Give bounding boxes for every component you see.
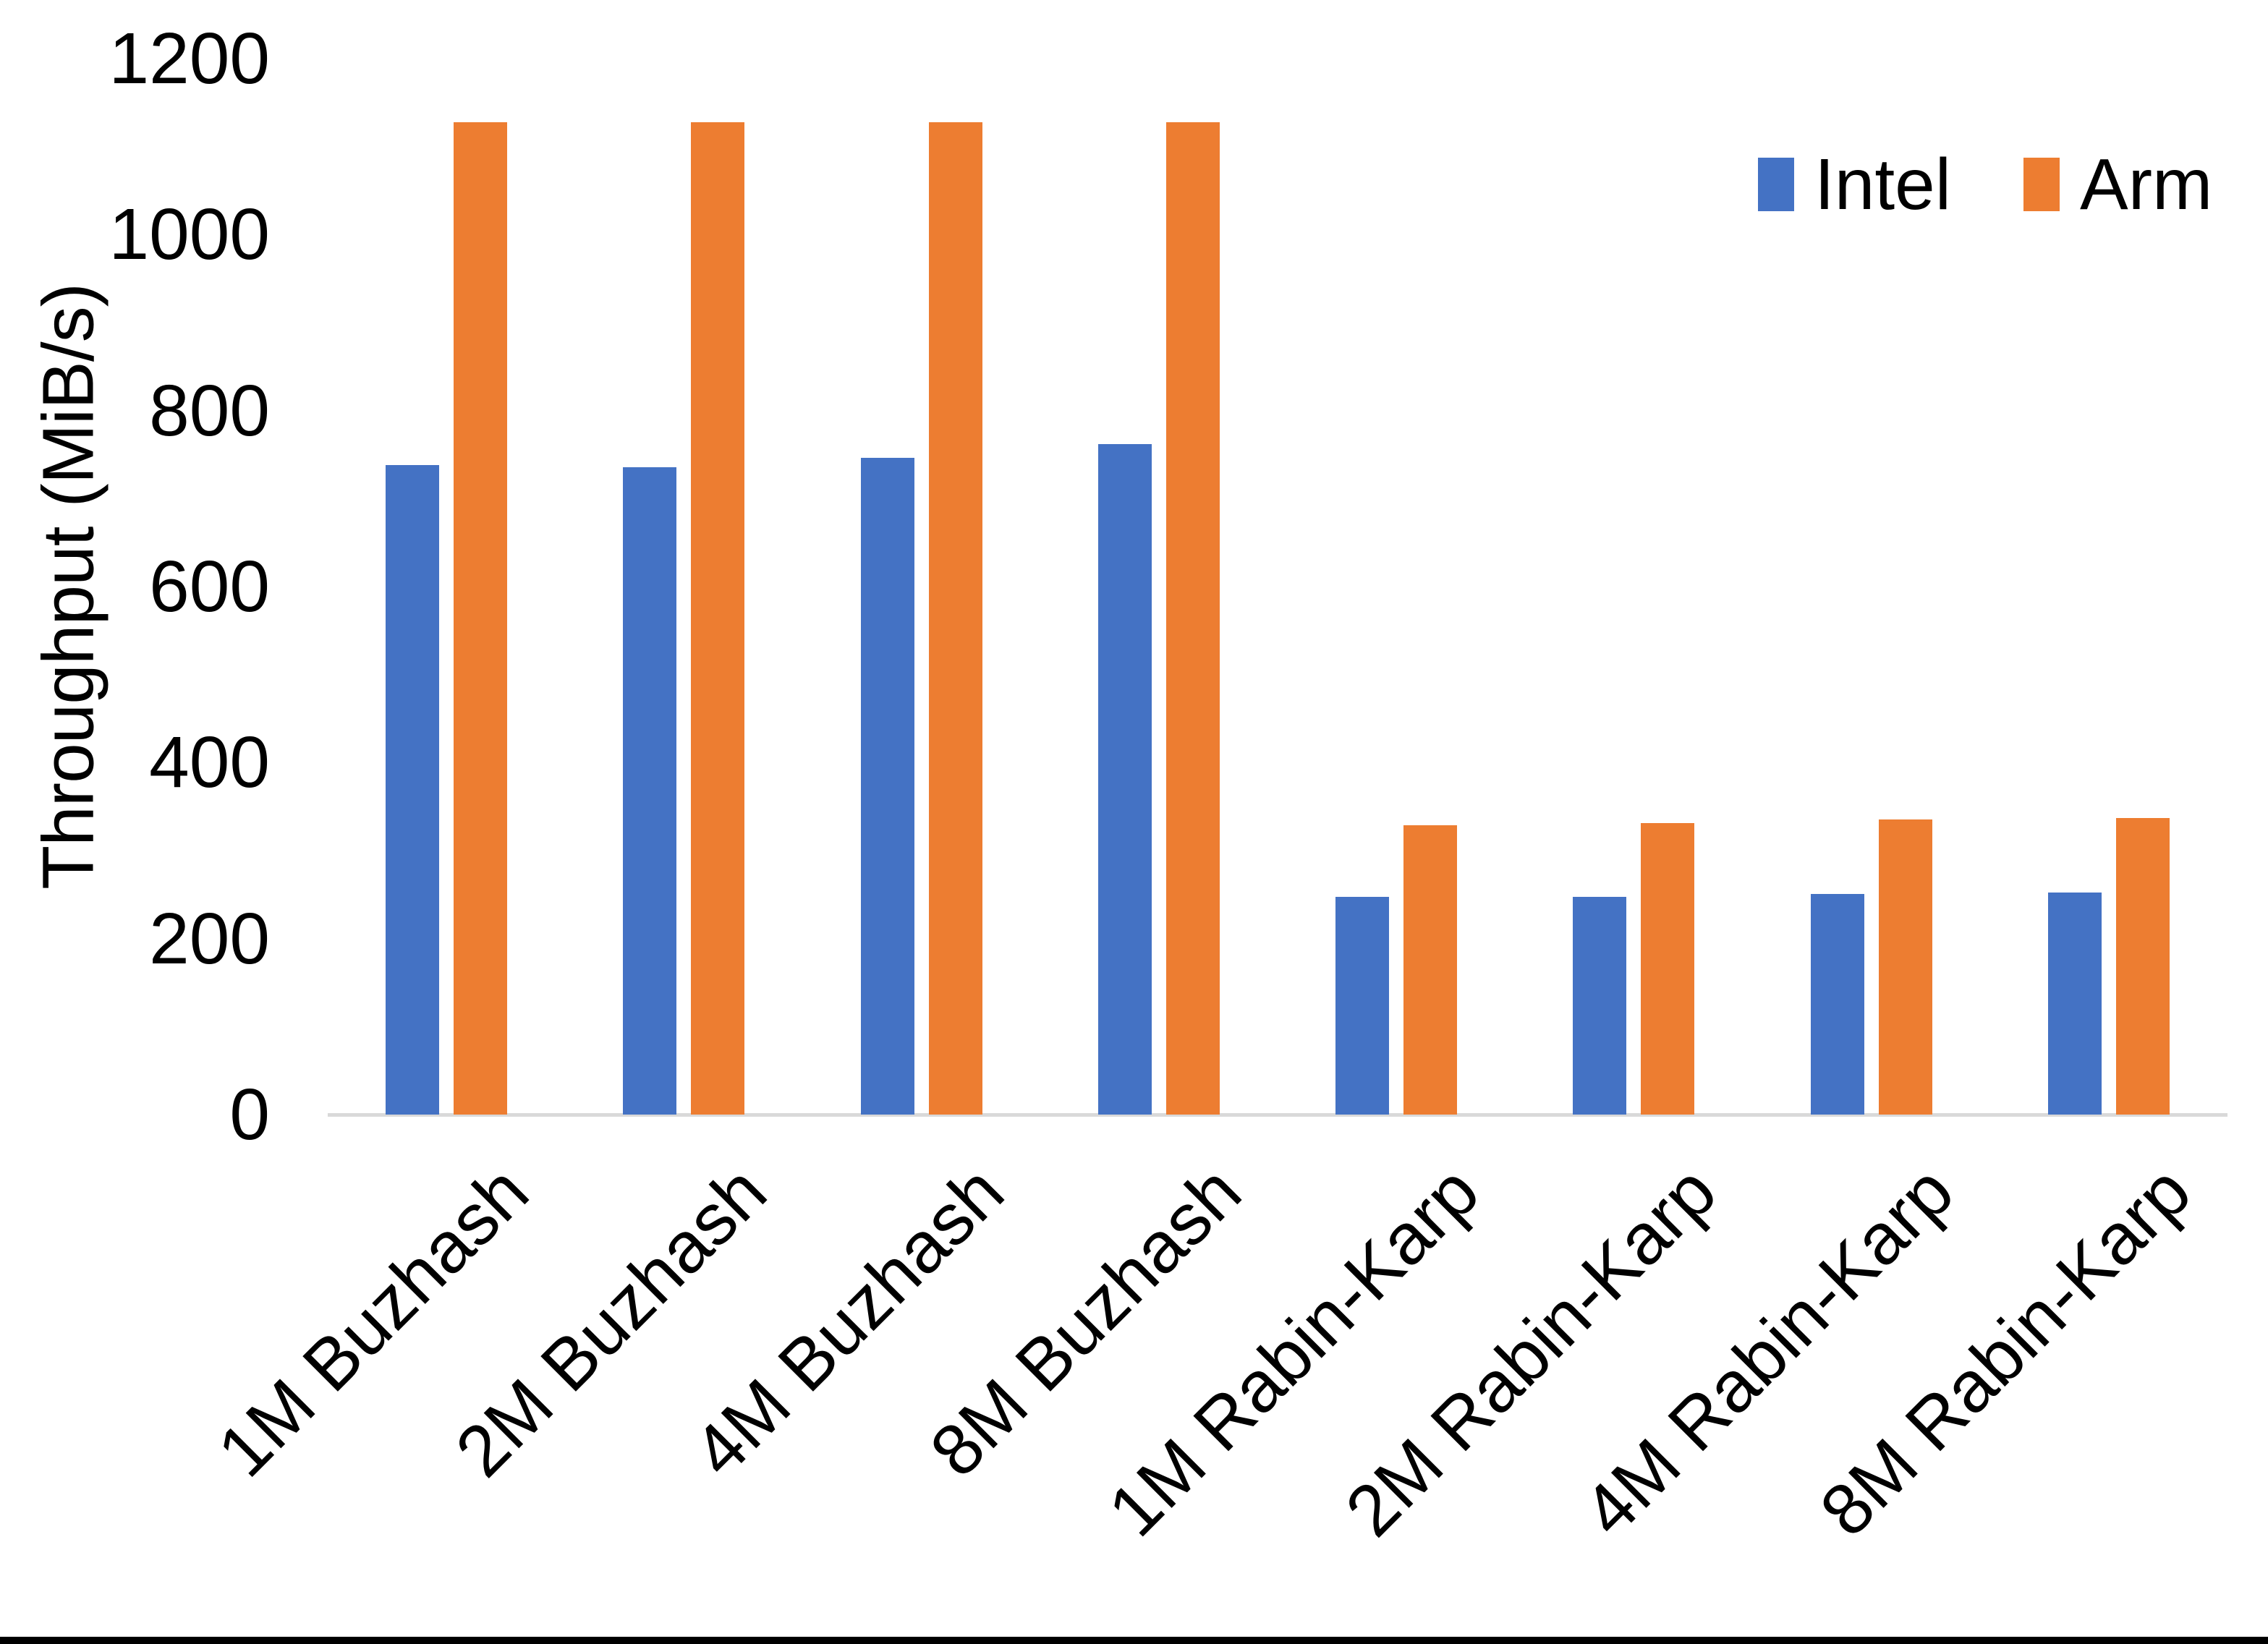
bar-intel-4m-rabin-karp [1810,893,1864,1115]
bottom-border [0,1637,2268,1644]
bar-intel-8m-buzhash [1097,443,1152,1115]
bar-arm-8m-rabin-karp [2115,817,2170,1115]
x-axis-line [328,1113,2227,1117]
legend-swatch-arm [2023,158,2060,211]
y-tick-label: 1000 [109,194,270,276]
y-tick-label: 600 [149,546,270,627]
bar-intel-1m-buzhash [386,465,440,1115]
legend-label: Arm [2080,144,2213,225]
bar-arm-4m-rabin-karp [1878,819,1932,1115]
legend: Intel Arm [1758,148,2212,221]
bar-arm-2m-buzhash [691,122,745,1115]
bar-arm-2m-rabin-karp [1641,823,1695,1115]
bar-arm-8m-buzhash [1165,122,1220,1115]
legend-swatch-intel [1758,158,1794,211]
y-tick-label: 200 [149,898,270,979]
legend-label: Intel [1814,144,1952,225]
bar-intel-1m-rabin-karp [1335,897,1390,1115]
y-tick-label: 1200 [109,18,270,99]
y-tick-label: 0 [229,1074,270,1155]
bar-intel-2m-rabin-karp [1573,897,1627,1115]
y-tick-label: 800 [149,370,270,451]
bar-arm-4m-buzhash [928,122,982,1115]
bar-arm-1m-buzhash [454,122,508,1115]
bar-intel-8m-rabin-karp [2047,893,2102,1115]
bar-intel-4m-buzhash [860,458,914,1115]
legend-item-intel: Intel [1758,148,1951,221]
bar-intel-2m-buzhash [623,467,677,1115]
bar-arm-1m-rabin-karp [1403,825,1458,1115]
y-tick-label: 400 [149,722,270,804]
legend-item-arm: Arm [2023,148,2212,221]
